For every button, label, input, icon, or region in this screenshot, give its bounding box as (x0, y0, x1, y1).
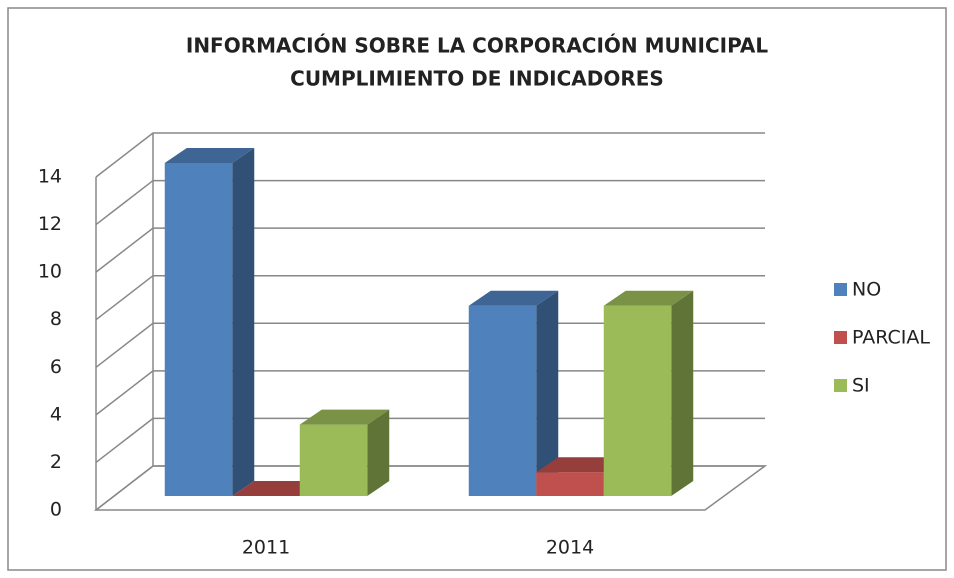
bar-side (367, 409, 390, 496)
legend-swatch (834, 331, 847, 344)
grid-line (95, 417, 765, 464)
y-tick-label: 2 (50, 451, 62, 473)
grid-line (95, 132, 765, 178)
bar-top (299, 409, 390, 425)
bar-front (536, 472, 604, 496)
bar (299, 409, 390, 496)
y-tick-label: 6 (50, 356, 62, 378)
bar-top (468, 290, 559, 306)
bar-front (603, 305, 672, 496)
legend-swatch (834, 283, 847, 296)
bar-top (603, 290, 694, 306)
legend-label: SI (852, 375, 870, 397)
x-tick-label: 2014 (546, 537, 594, 559)
grid-line (95, 370, 765, 416)
bar-top (232, 481, 322, 496)
y-tick-label: 8 (50, 308, 62, 330)
y-tick-label: 4 (50, 403, 62, 425)
y-tick-label: 14 (38, 166, 62, 188)
bar-side (232, 148, 255, 496)
y-tick-label: 0 (50, 499, 62, 521)
bar (232, 481, 322, 496)
y-tick-label: 10 (38, 261, 62, 283)
x-tick-label: 2011 (242, 537, 290, 559)
chart-title: INFORMACIÓN SOBRE LA CORPORACIÓN MUNICIP… (186, 34, 768, 58)
bar-side (671, 290, 694, 496)
bar-top (164, 148, 255, 163)
bar-side (536, 290, 559, 496)
legend-label: PARCIAL (852, 327, 930, 349)
grid-line (95, 227, 765, 273)
bar (164, 148, 255, 496)
legend-label: NO (852, 279, 881, 301)
legend-swatch (834, 379, 847, 392)
grid-line (95, 179, 765, 226)
bar-front (299, 424, 368, 496)
bar-front (164, 163, 233, 496)
bar-top (536, 457, 626, 473)
y-tick-label: 12 (38, 213, 62, 235)
chart-title: CUMPLIMIENTO DE INDICADORES (290, 67, 664, 91)
grid-line (95, 322, 765, 368)
bar (603, 290, 694, 496)
bar-front (468, 305, 537, 496)
bar (468, 290, 559, 496)
grid-line (95, 274, 765, 321)
